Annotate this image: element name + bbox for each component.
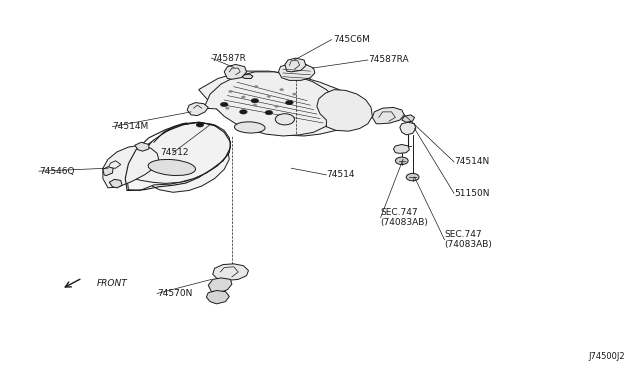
Polygon shape	[285, 58, 306, 72]
Circle shape	[220, 102, 228, 107]
Text: SEC.747
(74083AB): SEC.747 (74083AB)	[381, 208, 429, 227]
Text: 74514N: 74514N	[454, 157, 490, 166]
Polygon shape	[198, 71, 362, 136]
Text: 74514: 74514	[326, 170, 355, 179]
Text: 51150N: 51150N	[454, 189, 490, 198]
Polygon shape	[109, 179, 122, 188]
Polygon shape	[135, 142, 149, 151]
Polygon shape	[278, 63, 315, 80]
Polygon shape	[204, 72, 338, 136]
Ellipse shape	[148, 160, 196, 176]
Text: 74514M: 74514M	[113, 122, 148, 131]
Circle shape	[265, 110, 273, 115]
Text: 74587R: 74587R	[211, 54, 246, 62]
Text: 74512: 74512	[161, 148, 189, 157]
Text: 74570N: 74570N	[157, 289, 193, 298]
Polygon shape	[212, 264, 248, 280]
Polygon shape	[224, 64, 246, 79]
Polygon shape	[187, 103, 208, 116]
Text: 74587RA: 74587RA	[368, 55, 408, 64]
Circle shape	[280, 89, 284, 91]
Circle shape	[225, 107, 229, 109]
Polygon shape	[127, 128, 227, 190]
Polygon shape	[394, 144, 410, 153]
Text: SEC.747
(74083AB): SEC.747 (74083AB)	[445, 230, 492, 250]
Polygon shape	[143, 123, 229, 192]
Circle shape	[275, 105, 278, 108]
Polygon shape	[400, 122, 416, 135]
Circle shape	[239, 110, 247, 114]
Circle shape	[275, 114, 294, 125]
Polygon shape	[134, 122, 230, 183]
Circle shape	[285, 100, 293, 105]
Text: 74546Q: 74546Q	[39, 167, 74, 176]
Text: 745C6M: 745C6M	[333, 35, 370, 44]
Text: FRONT: FRONT	[97, 279, 127, 288]
Text: J74500J2: J74500J2	[589, 352, 625, 361]
Polygon shape	[317, 90, 372, 131]
Polygon shape	[206, 291, 229, 304]
Circle shape	[254, 86, 258, 88]
Polygon shape	[372, 108, 404, 124]
Circle shape	[253, 104, 257, 106]
Polygon shape	[208, 278, 232, 293]
Circle shape	[251, 99, 259, 103]
Circle shape	[406, 173, 419, 181]
Circle shape	[241, 96, 245, 98]
Circle shape	[396, 157, 408, 164]
Ellipse shape	[234, 122, 265, 133]
Polygon shape	[103, 145, 159, 188]
Circle shape	[196, 123, 204, 127]
Polygon shape	[103, 167, 113, 176]
Circle shape	[267, 95, 271, 97]
Circle shape	[292, 93, 296, 95]
Polygon shape	[402, 115, 415, 122]
Circle shape	[228, 90, 232, 93]
Polygon shape	[242, 74, 253, 78]
